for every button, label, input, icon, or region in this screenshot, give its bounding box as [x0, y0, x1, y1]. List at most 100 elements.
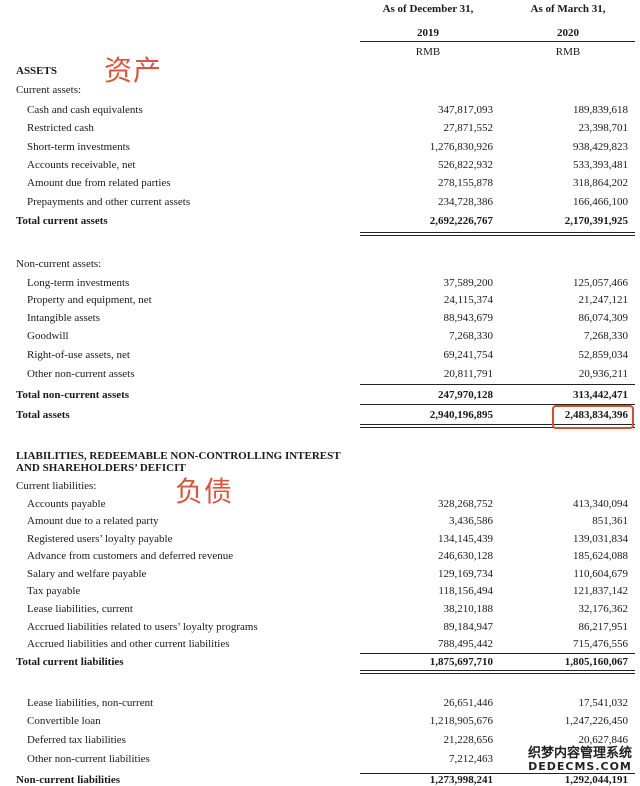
value-2020: 851,361 — [592, 515, 628, 527]
value-2020: 17,541,032 — [578, 697, 629, 709]
row-label: Property and equipment, net — [27, 294, 152, 306]
col2-unit: RMB — [555, 46, 581, 58]
value-2019: 526,822,932 — [438, 159, 493, 171]
total-label: Total current assets — [16, 215, 108, 227]
row-label: Convertible loan — [27, 715, 101, 727]
col2-year: 2020 — [557, 27, 579, 39]
value-2019: 347,817,093 — [438, 104, 493, 116]
value-2020: 110,604,679 — [573, 568, 628, 580]
value-2019: 21,228,656 — [443, 734, 494, 746]
value-2019: 278,155,878 — [438, 177, 493, 189]
value-2019: 118,156,494 — [438, 585, 493, 597]
double-rule — [360, 424, 635, 428]
total-label: Total current liabilities — [16, 656, 124, 668]
row-label: Accrued liabilities related to users’ lo… — [27, 621, 258, 633]
value-2020: 21,247,121 — [578, 294, 629, 306]
subheading-label: Current assets: — [16, 84, 82, 96]
row-label: Short-term investments — [27, 141, 130, 153]
value-2019: 7,268,330 — [449, 330, 493, 342]
value-2020: 1,805,160,067 — [564, 656, 628, 668]
value-2020: 20,627,846 — [578, 734, 629, 746]
value-2019: 328,268,752 — [438, 498, 493, 510]
watermark-line1: 织梦内容管理系统 — [527, 746, 632, 761]
col1-title: As of December 31, — [382, 3, 474, 15]
double-rule — [360, 232, 635, 236]
value-2019: 37,589,200 — [443, 277, 494, 289]
row-label: Amount due from related parties — [27, 177, 171, 189]
row-label: Advance from customers and deferred reve… — [27, 550, 234, 562]
value-2019: 20,811,791 — [443, 368, 493, 380]
row-label: Registered users’ loyalty payable — [27, 533, 173, 545]
value-2020: 125,057,466 — [573, 277, 628, 289]
row-label: Amount due to a related party — [27, 515, 159, 527]
row-label: Lease liabilities, current — [27, 603, 133, 615]
row-label: Deferred tax liabilities — [27, 734, 126, 746]
value-2019: 89,184,947 — [443, 621, 494, 633]
value-2019: 788,495,442 — [438, 638, 493, 650]
assets-annotation: 资产 — [104, 54, 163, 87]
col1-year: 2019 — [417, 27, 439, 39]
row-label: Right-of-use assets, net — [27, 349, 130, 361]
row-label: Other non-current assets — [27, 368, 135, 380]
subheading-label: Current liabilities: — [16, 480, 97, 492]
value-2019: 1,276,830,926 — [429, 141, 493, 153]
row-label: Salary and welfare payable — [27, 568, 147, 580]
value-2020: 185,624,088 — [573, 550, 628, 562]
value-2020: 413,340,094 — [573, 498, 628, 510]
row-label: Goodwill — [27, 330, 69, 342]
row-label: Restricted cash — [27, 122, 94, 134]
col1-unit: RMB — [415, 46, 441, 58]
value-2019: 69,241,754 — [443, 349, 494, 361]
value-2020: 52,859,034 — [578, 349, 629, 361]
value-2020: 166,466,100 — [573, 196, 628, 208]
value-2019: 2,940,196,895 — [429, 409, 493, 421]
total-assets-highlight — [552, 405, 634, 429]
value-2019: 134,145,439 — [438, 533, 493, 545]
header-rule — [360, 41, 635, 42]
value-2019: 88,943,679 — [443, 312, 494, 324]
heading-label: ASSETS — [16, 65, 57, 77]
row-label: Accounts receivable, net — [27, 159, 136, 171]
value-2019: 246,630,128 — [438, 550, 493, 562]
value-2019: 3,436,586 — [449, 515, 493, 527]
value-2019: 1,273,998,241 — [429, 774, 493, 786]
subheading-label: Non-current assets: — [16, 258, 102, 270]
value-2019: 26,651,446 — [443, 697, 494, 709]
row-label: Long-term investments — [27, 277, 130, 289]
value-2020: 139,031,834 — [573, 533, 628, 545]
row-label: Other non-current liabilities — [27, 753, 150, 765]
row-label: Cash and cash equivalents — [27, 104, 143, 116]
rule — [360, 773, 635, 774]
rule — [360, 404, 635, 405]
value-2020: 313,442,471 — [573, 389, 628, 401]
row-label: Accrued liabilities and other current li… — [27, 638, 230, 650]
row-label: Accounts payable — [27, 498, 106, 510]
value-2019: 7,212,463 — [449, 753, 493, 765]
value-2020: 86,217,951 — [578, 621, 629, 633]
value-2020: 2,170,391,925 — [564, 215, 628, 227]
row-label: Lease liabilities, non-current — [27, 697, 154, 709]
row-label: Intangible assets — [27, 312, 101, 324]
heading-label: LIABILITIES, REDEEMABLE NON-CONTROLLING … — [16, 450, 341, 462]
value-2020: 7,268,330 — [584, 330, 628, 342]
value-2020: 20,936,211 — [578, 368, 628, 380]
total-label: Total assets — [16, 409, 70, 421]
total-label: Non-current liabilities — [16, 774, 120, 786]
value-2020: 1,292,044,191 — [564, 774, 628, 786]
row-label: Prepayments and other current assets — [27, 196, 191, 208]
heading-label: AND SHAREHOLDERS’ DEFICIT — [16, 462, 186, 474]
total-label: Total non-current assets — [16, 389, 130, 401]
value-2019: 38,210,188 — [443, 603, 494, 615]
value-2019: 2,692,226,767 — [429, 215, 493, 227]
value-2020: 1,247,226,450 — [564, 715, 628, 727]
value-2020: 938,429,823 — [573, 141, 628, 153]
double-rule — [360, 670, 635, 674]
row-label: Tax payable — [27, 585, 81, 597]
value-2019: 1,875,697,710 — [429, 656, 493, 668]
value-2020: 2,483,834,396 — [564, 409, 628, 421]
liabilities-annotation: 负债 — [175, 475, 234, 508]
value-2019: 1,218,905,676 — [429, 715, 493, 727]
value-2020: 32,176,362 — [578, 603, 629, 615]
value-2020: 189,839,618 — [573, 104, 628, 116]
rule — [360, 384, 635, 385]
